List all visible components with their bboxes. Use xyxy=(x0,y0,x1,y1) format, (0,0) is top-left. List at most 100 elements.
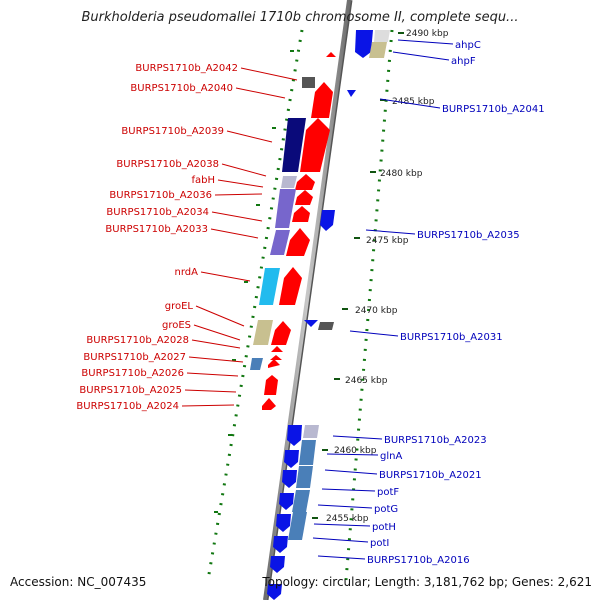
left-gene-label[interactable]: fabH xyxy=(191,175,215,186)
gene-A2024[interactable] xyxy=(262,398,276,410)
left-gene-label[interactable]: BURPS1710b_A2040 xyxy=(130,83,233,94)
right-leader-line xyxy=(379,98,441,109)
gene-A2033-block[interactable] xyxy=(270,230,290,255)
gene-A2040[interactable] xyxy=(311,82,333,118)
left-gene-label[interactable]: groES xyxy=(162,320,191,331)
left-gene-label[interactable]: BURPS1710b_A2033 xyxy=(105,224,208,235)
left-gene-label[interactable]: BURPS1710b_A2034 xyxy=(106,207,209,218)
gene-A2016[interactable] xyxy=(267,584,282,600)
right-leader-line xyxy=(324,469,378,475)
gene-A2033[interactable] xyxy=(286,228,310,256)
right-leader-line xyxy=(317,504,373,509)
gene-A2036-block[interactable] xyxy=(275,189,296,228)
right-gene-label[interactable]: BURPS1710b_A2031 xyxy=(400,332,503,343)
gene-potG[interactable] xyxy=(276,514,291,532)
gene-A2035[interactable] xyxy=(320,210,335,231)
left-leader-line xyxy=(193,324,241,341)
right-gene-label[interactable]: ahpC xyxy=(455,40,481,51)
left-gene-label[interactable]: nrdA xyxy=(175,267,199,278)
left-leader-line xyxy=(200,271,251,282)
left-leader-line xyxy=(210,228,259,239)
gene-groEL-block[interactable] xyxy=(253,320,273,345)
kbp-tick-label: 2485 kbp xyxy=(392,97,435,107)
gene-potI[interactable] xyxy=(270,556,285,573)
left-gene-label[interactable]: BURPS1710b_A2036 xyxy=(109,190,212,201)
kbp-tick-label: 2475 kbp xyxy=(366,236,409,246)
left-leader-line xyxy=(226,130,273,143)
gene-A2025[interactable] xyxy=(264,375,278,395)
gene-nrdA-block[interactable] xyxy=(259,268,280,305)
gene-A2034[interactable] xyxy=(292,206,310,222)
left-gene-label[interactable]: BURPS1710b_A2026 xyxy=(81,368,184,379)
gene-potH[interactable] xyxy=(273,536,288,553)
left-leader-line xyxy=(240,67,298,81)
right-leader-line xyxy=(317,555,366,560)
right-gene-label[interactable]: glnA xyxy=(380,451,402,462)
gene-potF[interactable] xyxy=(279,493,294,510)
right-leader-lines xyxy=(312,39,454,560)
gene-A2023-block[interactable] xyxy=(303,425,319,438)
gene-A2041[interactable] xyxy=(347,90,356,97)
left-leader-lines xyxy=(181,67,298,407)
gene-A2039-block[interactable] xyxy=(282,118,306,172)
gene-top-marker[interactable] xyxy=(326,52,336,57)
reverse-genes xyxy=(250,52,336,410)
gene-potF-block[interactable] xyxy=(292,490,310,512)
gene-top-blue[interactable] xyxy=(355,30,373,58)
kbp-tick-label: 2490 kbp xyxy=(406,29,449,39)
minor-ticks-left xyxy=(214,50,294,513)
right-gene-label[interactable]: potH xyxy=(372,522,396,533)
gene-A2023[interactable] xyxy=(287,425,302,446)
gene-A2036[interactable] xyxy=(295,190,313,205)
left-gene-label[interactable]: BURPS1710b_A2028 xyxy=(86,335,189,346)
gene-A2042[interactable] xyxy=(302,77,315,88)
right-gene-label[interactable]: potG xyxy=(374,504,398,515)
gene-A2021[interactable] xyxy=(282,470,297,488)
gene-ahpF[interactable] xyxy=(369,42,387,58)
gene-groEL[interactable] xyxy=(271,321,291,345)
left-gene-label[interactable]: groEL xyxy=(165,301,194,312)
gene-A2031-arrow[interactable] xyxy=(304,320,318,327)
gene-A2039[interactable] xyxy=(300,118,330,172)
left-gene-labels: BURPS1710b_A2042 BURPS1710b_A2040 BURPS171… xyxy=(76,63,238,412)
left-gene-label[interactable]: BURPS1710b_A2042 xyxy=(135,63,238,74)
gene-A2026[interactable] xyxy=(268,359,280,368)
right-gene-label[interactable]: potI xyxy=(370,538,389,549)
right-gene-labels: ahpC ahpF BURPS1710b_A2041 BURPS1710b_A2035… xyxy=(367,40,545,566)
gene-glnA-block[interactable] xyxy=(299,440,316,465)
gene-potG-block[interactable] xyxy=(288,512,307,540)
right-gene-label[interactable]: BURPS1710b_A2023 xyxy=(384,435,487,446)
gene-A2028[interactable] xyxy=(270,355,282,360)
right-gene-label[interactable]: ahpF xyxy=(451,56,476,67)
right-gene-label[interactable]: potF xyxy=(377,487,399,498)
kbp-ticks xyxy=(312,32,404,519)
gene-fabH[interactable] xyxy=(281,176,297,188)
gene-ahpC[interactable] xyxy=(374,30,390,42)
right-leader-line xyxy=(313,523,371,527)
left-gene-label[interactable]: BURPS1710b_A2038 xyxy=(116,159,219,170)
right-leader-line xyxy=(312,537,369,543)
gene-nrdA[interactable] xyxy=(279,267,302,305)
left-gene-label[interactable]: BURPS1710b_A2039 xyxy=(121,126,224,137)
left-gene-label[interactable]: BURPS1710b_A2027 xyxy=(83,352,186,363)
left-leader-line xyxy=(184,389,237,393)
gene-glnA[interactable] xyxy=(284,450,299,468)
gene-groES[interactable] xyxy=(271,346,283,352)
gene-A2031[interactable] xyxy=(318,322,334,330)
left-gene-label[interactable]: BURPS1710b_A2025 xyxy=(79,385,182,396)
left-leader-line xyxy=(191,339,241,349)
left-leader-line xyxy=(186,372,239,377)
gene-A2027[interactable] xyxy=(250,358,263,370)
right-leader-line xyxy=(326,453,379,456)
right-gene-label[interactable]: BURPS1710b_A2041 xyxy=(442,104,545,115)
right-gene-label[interactable]: BURPS1710b_A2016 xyxy=(367,555,470,566)
gene-A2021-block[interactable] xyxy=(296,466,313,488)
right-gene-label[interactable]: BURPS1710b_A2021 xyxy=(379,470,482,481)
gene-A2038[interactable] xyxy=(295,174,315,190)
forward-genes xyxy=(267,30,390,600)
right-leader-line xyxy=(397,39,454,45)
left-leader-line xyxy=(211,211,263,222)
left-gene-label[interactable]: BURPS1710b_A2024 xyxy=(76,401,179,412)
right-gene-label[interactable]: BURPS1710b_A2035 xyxy=(417,230,520,241)
